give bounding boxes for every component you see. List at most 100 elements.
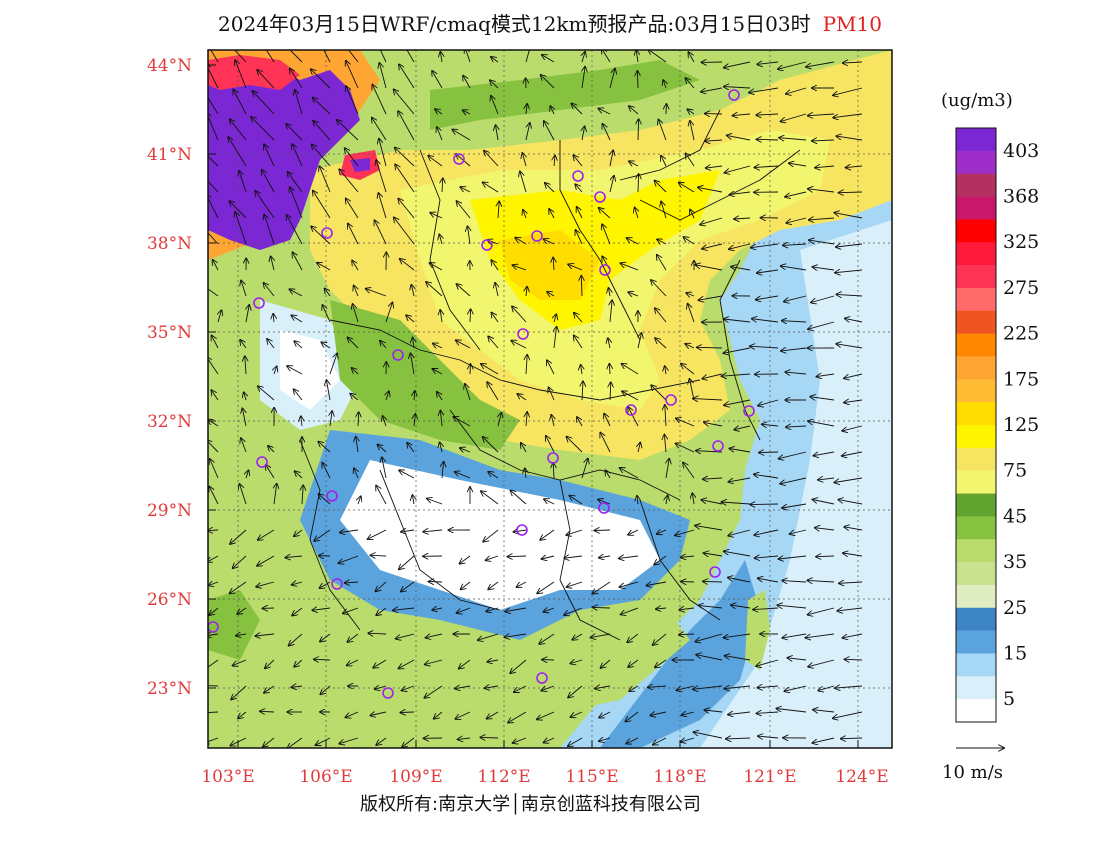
wind-arrow bbox=[598, 108, 611, 115]
wind-arrow bbox=[564, 556, 583, 558]
wind-arrow bbox=[845, 659, 863, 660]
wind-arrow bbox=[412, 495, 414, 505]
wind-arrow bbox=[358, 496, 361, 505]
wind-arrow bbox=[210, 459, 219, 479]
wind-arrow bbox=[541, 685, 555, 691]
wind-arrow bbox=[526, 104, 527, 115]
wind-arrow bbox=[750, 504, 779, 505]
wind-arrow bbox=[414, 414, 415, 427]
wind-arrow bbox=[465, 384, 471, 401]
wind-arrow bbox=[385, 303, 392, 323]
wind-arrow bbox=[553, 258, 554, 271]
wind-arrow bbox=[264, 215, 275, 245]
wind-arrow bbox=[411, 353, 415, 375]
wind-arrow bbox=[271, 256, 274, 271]
colorbar-swatch bbox=[956, 150, 996, 174]
wind-arrow bbox=[622, 391, 639, 401]
wind-arrow bbox=[291, 686, 303, 687]
wind-arrow bbox=[539, 633, 555, 644]
wind-arrow bbox=[287, 366, 303, 375]
wind-arrow bbox=[358, 412, 359, 427]
wind-arrow bbox=[808, 189, 835, 192]
wind-arrow bbox=[693, 399, 723, 400]
wind-arrow bbox=[836, 294, 863, 296]
wind-arrow bbox=[581, 365, 582, 375]
wind-arrow bbox=[289, 633, 303, 646]
wind-arrow bbox=[625, 711, 639, 722]
colorbar-swatch bbox=[956, 562, 996, 586]
wind-arrow bbox=[628, 407, 639, 427]
wind-arrow bbox=[483, 437, 499, 453]
wind-arrow bbox=[313, 191, 331, 219]
wind-arrow bbox=[266, 465, 275, 479]
wind-arrow bbox=[575, 184, 583, 193]
wind-arrow bbox=[411, 285, 414, 297]
wind-arrow bbox=[699, 605, 723, 608]
colorbar-label: 275 bbox=[1003, 277, 1039, 299]
wind-arrow bbox=[437, 392, 442, 401]
colorbar-swatch bbox=[956, 173, 996, 197]
wind-arrow bbox=[599, 556, 611, 558]
wind-arrow bbox=[237, 607, 247, 614]
wind-arrow bbox=[339, 555, 359, 563]
wind-arrow bbox=[705, 140, 723, 141]
wind-arrow bbox=[629, 106, 639, 115]
wind-arrow bbox=[470, 364, 471, 375]
wind-arrow bbox=[547, 292, 555, 296]
wind-arrow bbox=[807, 580, 835, 582]
wind-arrow bbox=[812, 140, 835, 141]
wind-arrow bbox=[834, 213, 863, 219]
wind-arrow bbox=[510, 490, 527, 505]
wind-arrow bbox=[230, 119, 247, 141]
wind-arrow bbox=[208, 64, 219, 89]
wind-arrow bbox=[554, 314, 556, 323]
wind-arrow bbox=[339, 169, 359, 193]
wind-arrow bbox=[609, 288, 611, 297]
wind-arrow bbox=[569, 496, 583, 505]
wind-arrow bbox=[302, 485, 303, 505]
colorbar-label: 325 bbox=[1003, 231, 1039, 253]
wind-arrow bbox=[655, 659, 667, 667]
wind-arrow bbox=[665, 366, 666, 375]
wind-arrow bbox=[637, 496, 638, 505]
wind-arrow bbox=[582, 67, 585, 89]
wind-arrow bbox=[399, 555, 415, 569]
wind-arrow bbox=[815, 166, 835, 168]
wind-arrow bbox=[353, 304, 359, 323]
wind-arrow bbox=[490, 80, 499, 89]
wind-arrow bbox=[759, 452, 779, 453]
wind-arrow bbox=[208, 228, 219, 245]
wind-arrow bbox=[461, 581, 471, 589]
wind-arrow bbox=[724, 686, 751, 689]
wind-arrow bbox=[698, 187, 723, 193]
wind-arrow bbox=[690, 121, 695, 141]
wind-arrow bbox=[758, 399, 779, 406]
wind-arrow bbox=[808, 421, 835, 427]
wind-arrow bbox=[526, 123, 530, 141]
wind-arrow bbox=[273, 314, 274, 323]
wind-arrow bbox=[750, 346, 779, 348]
wind-arrow bbox=[599, 711, 611, 718]
wind-arrow bbox=[818, 478, 835, 480]
wind-arrow bbox=[425, 659, 443, 665]
wind-arrow bbox=[757, 270, 779, 273]
wind-arrow bbox=[695, 526, 723, 531]
wind-arrow bbox=[399, 470, 415, 479]
wind-arrow bbox=[638, 174, 639, 193]
wind-arrow bbox=[414, 391, 415, 401]
wind-arrow bbox=[813, 500, 835, 505]
wind-arrow bbox=[252, 91, 275, 115]
wind-arrow bbox=[595, 686, 611, 689]
wind-arrow bbox=[481, 491, 499, 505]
wind-arrow bbox=[233, 659, 247, 666]
lon-label: 112°E bbox=[477, 767, 530, 787]
wind-arrow bbox=[543, 608, 555, 612]
wind-arrow bbox=[312, 608, 331, 610]
wind-arrow bbox=[510, 659, 527, 673]
wind-arrow bbox=[786, 217, 807, 223]
wind-arrow bbox=[347, 659, 359, 665]
wind-arrow bbox=[427, 499, 443, 505]
wind-arrow bbox=[255, 191, 275, 219]
wind-arrow bbox=[233, 90, 247, 115]
